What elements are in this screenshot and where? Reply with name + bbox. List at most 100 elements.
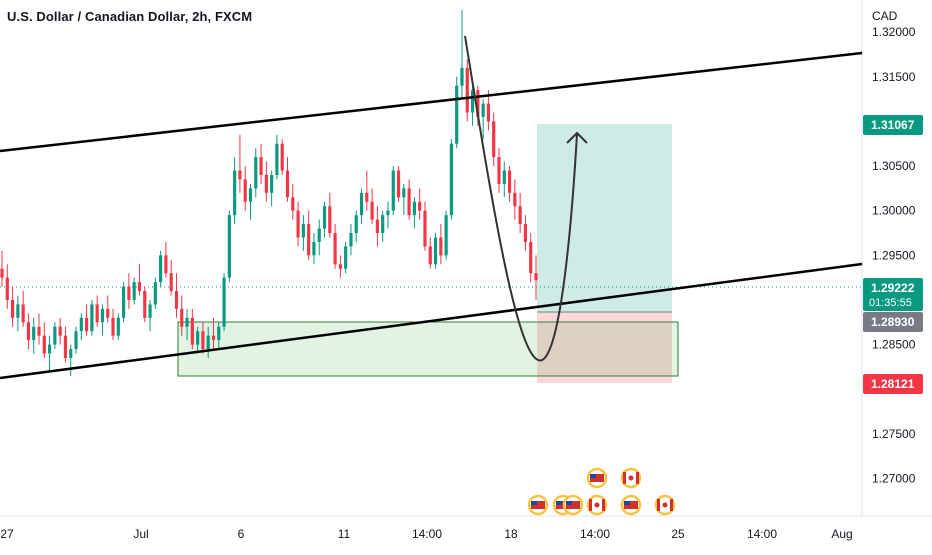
candle-body (90, 304, 94, 332)
candle-body (32, 326, 36, 341)
candle-body (523, 224, 528, 242)
candle-body (407, 188, 411, 216)
candle-body (259, 157, 263, 175)
x-tick-label: 25 (671, 527, 685, 541)
projection-curve (464, 35, 578, 362)
x-tick-label: 14:00 (580, 527, 610, 541)
candle-body (317, 228, 321, 242)
candle-body (79, 317, 83, 332)
candle-body (180, 308, 184, 327)
candle-body (16, 304, 20, 318)
candle-body (455, 85, 459, 144)
candle-body (291, 197, 295, 211)
candle-body (333, 233, 337, 265)
candle-body (481, 103, 485, 117)
entry-price-tag: 1.28930 (863, 312, 923, 332)
demand-zone (177, 321, 679, 377)
candle-body (476, 90, 480, 117)
candle-body (418, 201, 422, 211)
candle-body (42, 335, 46, 354)
candle-body (254, 157, 258, 189)
y-tick-label: 1.27000 (872, 472, 916, 486)
candle-body (486, 103, 491, 122)
us-event-icon[interactable] (586, 467, 608, 489)
candle-body (85, 317, 89, 332)
candle-body (206, 335, 210, 350)
candle-body (169, 273, 173, 292)
us-event-icon[interactable] (620, 494, 642, 516)
candle-body (518, 206, 522, 225)
candles (0, 9, 538, 376)
us-event-icon[interactable] (562, 494, 584, 516)
channel-lower-line (0, 262, 863, 380)
candle-body (270, 174, 274, 193)
candle-body (275, 143, 279, 175)
economic-events (527, 467, 676, 516)
profit-zone (537, 124, 672, 312)
candle-body (201, 331, 205, 350)
candle-body (328, 206, 332, 234)
candle-body (106, 308, 110, 318)
x-tick-label: 18 (504, 527, 518, 541)
candle-body (492, 121, 496, 158)
candle-body (465, 67, 469, 113)
candle-body (460, 67, 464, 86)
candle-body (359, 192, 364, 216)
candle-body (423, 210, 427, 247)
y-tick-label: 1.28500 (872, 338, 916, 352)
ca-event-icon[interactable] (654, 494, 676, 516)
x-tick-label: 6 (238, 527, 245, 541)
candle-body (322, 206, 327, 229)
candle-body (5, 277, 9, 300)
candle-body (53, 326, 57, 345)
x-tick-label: Aug (831, 527, 852, 541)
stop-price-label: 1.28121 (871, 377, 915, 391)
candle-body (280, 143, 284, 171)
candle-body (148, 304, 152, 318)
candle-body (391, 170, 395, 211)
candle-body (211, 335, 216, 341)
candle-body (370, 201, 374, 220)
candle-body (116, 317, 120, 336)
candle-body (296, 210, 300, 238)
candle-body (63, 335, 68, 358)
candle-body (10, 299, 15, 318)
x-tick-label: 11 (338, 527, 351, 541)
y-tick-label: 1.31500 (872, 70, 916, 84)
candle-body (227, 215, 231, 278)
projection-arrow-head (566, 131, 588, 144)
candle-body (164, 255, 168, 274)
candle-body (497, 157, 501, 184)
ca-event-icon[interactable] (586, 494, 608, 516)
candle-body (444, 215, 448, 256)
candle-body (507, 170, 512, 193)
x-tick-label: Jul (133, 527, 148, 541)
candle-body (174, 291, 179, 309)
candle-body (111, 317, 115, 336)
candle-body (47, 344, 52, 354)
candle-body (159, 255, 163, 283)
x-tick-label: 14:00 (412, 527, 442, 541)
x-tick-label: 14:00 (747, 527, 777, 541)
ca-event-icon[interactable] (620, 467, 642, 489)
candle-body (69, 349, 73, 358)
candle-body (143, 291, 147, 318)
candle-body (396, 170, 401, 198)
us-event-icon[interactable] (527, 494, 549, 516)
candle-body (433, 237, 438, 265)
y-tick-label: 1.29500 (872, 248, 916, 262)
candle-body (307, 224, 311, 256)
y-tick-label: 1.27500 (872, 427, 916, 441)
countdown-label: 01:35:55 (869, 297, 912, 309)
candle-body (222, 277, 226, 327)
candle-body (534, 273, 538, 281)
candle-body (100, 308, 105, 323)
channel-upper-line (0, 51, 863, 153)
candle-body (381, 215, 385, 234)
target-price-tag: 1.31067 (863, 115, 923, 135)
candle-body (238, 170, 242, 180)
candle-body (312, 241, 316, 256)
candle-body (301, 224, 305, 238)
